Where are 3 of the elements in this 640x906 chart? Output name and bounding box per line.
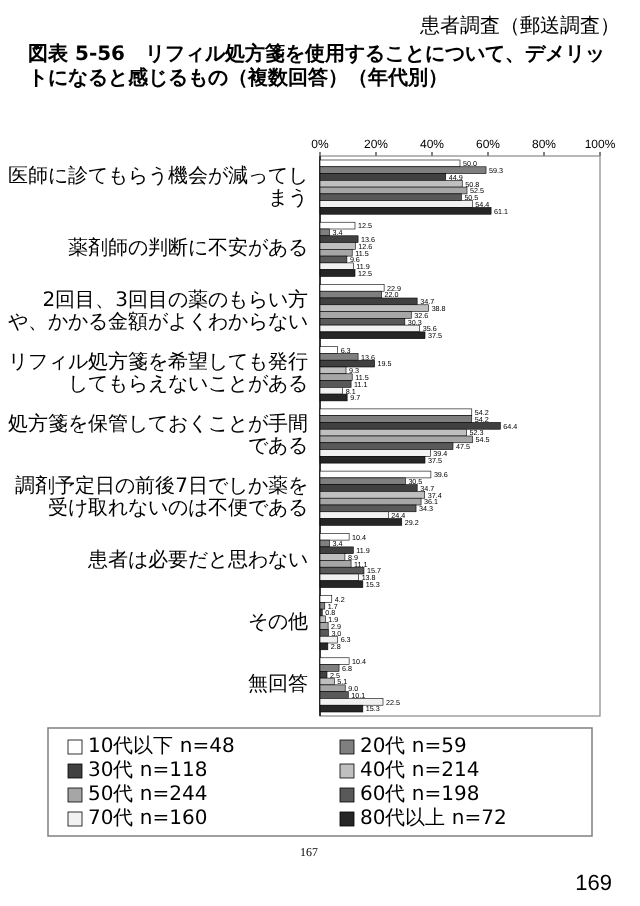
annotation: 患者調査（郵送調査）	[420, 13, 620, 40]
title: 図表 5-56 リフィル処方箋を使用することについて、デメリットになると感じるもの（複数回答）（年代別）	[28, 44, 608, 92]
annotation: 169	[575, 872, 612, 896]
